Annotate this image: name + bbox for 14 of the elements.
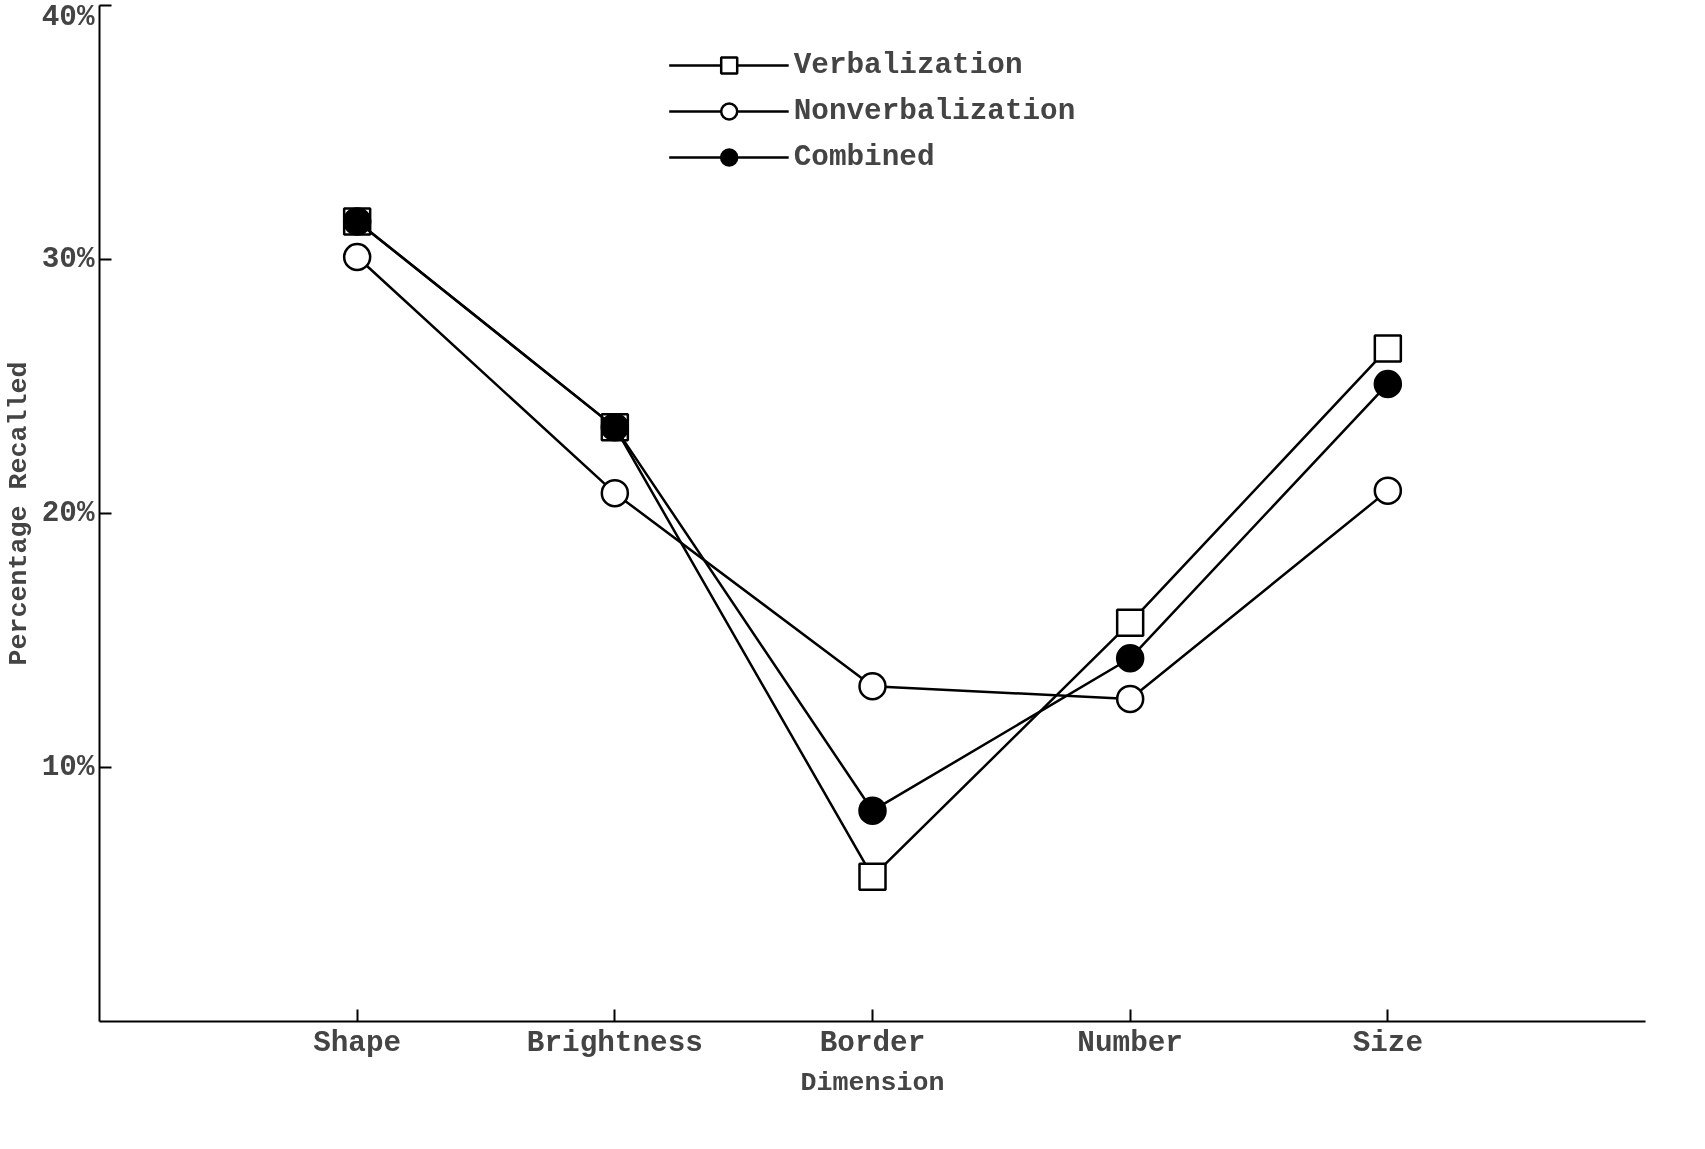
y-tick-label: 10%	[41, 751, 95, 784]
y-tick-label: 20%	[41, 497, 95, 530]
x-tick-label: Brightness	[526, 1026, 703, 1060]
x-tick-label: Number	[1077, 1026, 1183, 1060]
y-tick-label: 40%	[41, 0, 95, 34]
x-tick-label: Shape	[313, 1026, 402, 1060]
x-tick-label: Border	[819, 1026, 926, 1060]
y-axis-title: Percentage Recalled	[3, 361, 34, 666]
legend-label: Combined	[793, 140, 935, 174]
y-tick-label: 30%	[41, 243, 95, 276]
x-axis-title: Dimension	[800, 1067, 945, 1098]
legend-label: Verbalization	[793, 48, 1023, 82]
legend-label: Nonverbalization	[793, 94, 1076, 128]
x-tick-label: Size	[1352, 1026, 1424, 1060]
